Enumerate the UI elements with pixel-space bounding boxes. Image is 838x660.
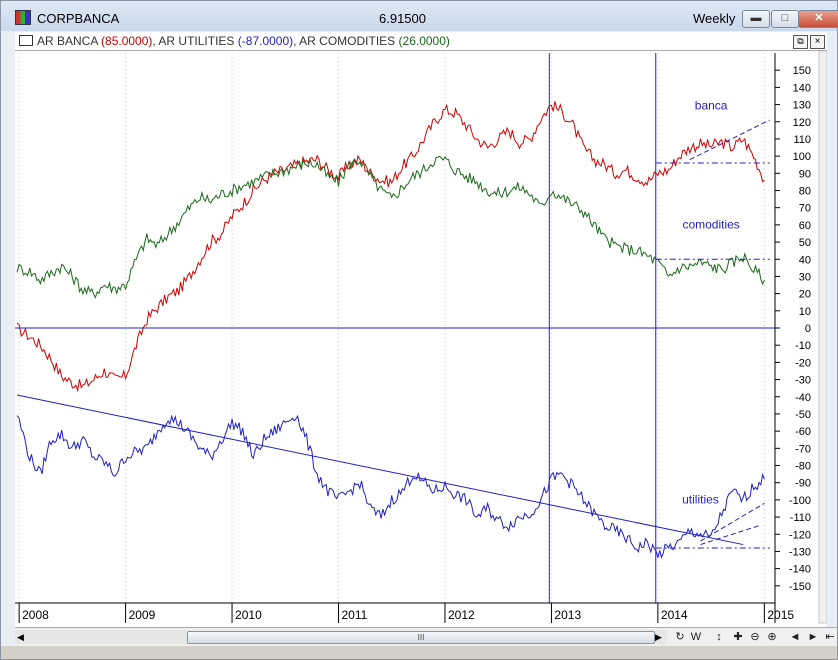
y-tick-label: 120	[793, 117, 811, 129]
legend-item-comodities[interactable]: AR COMODITIES (26.0000)	[299, 34, 450, 48]
bottom-toolbar: ◀ III ▶ ↻ W ↕ ✚ ⊖ ⊕ ◄ ► ⇤	[15, 627, 837, 646]
right-margin-strip	[818, 51, 827, 624]
y-tick-label: 0	[805, 323, 811, 335]
move-icon[interactable]: ✚	[733, 631, 743, 643]
y-tick-label: 70	[799, 203, 811, 215]
x-tick-label: 2012	[448, 608, 475, 622]
y-tick-label: 130	[793, 100, 811, 112]
y-tick-label: 40	[799, 254, 811, 266]
x-tick-label: 2008	[22, 608, 49, 622]
y-tick-label: -100	[789, 495, 811, 507]
y-tick-label: -60	[795, 426, 811, 438]
annotation-banca: banca	[695, 99, 728, 113]
x-tick-label: 2009	[129, 608, 156, 622]
x-tick-label: 2015	[767, 608, 794, 622]
trendline	[700, 525, 760, 546]
y-tick-label: 90	[799, 168, 811, 180]
maximize-icon: □	[781, 12, 789, 24]
scroll-left-icon[interactable]: ◀	[17, 632, 24, 642]
legend-comodities-name: AR COMODITIES	[299, 34, 396, 48]
series-legend: AR BANCA (85.0000), AR UTILITIES (-87.00…	[15, 32, 827, 51]
refresh-icon[interactable]: ↻	[675, 631, 685, 643]
chart-app-icon	[15, 10, 31, 25]
close-icon: ✕	[814, 12, 824, 24]
next-icon[interactable]: ►	[807, 631, 819, 643]
pane-restore-button[interactable]: ⧉	[793, 35, 808, 49]
legend-banca-name: AR BANCA	[37, 34, 98, 48]
y-tick-label: 50	[799, 237, 811, 249]
zoom-out-icon[interactable]: ⊖	[750, 631, 760, 643]
w-icon[interactable]: W	[690, 631, 702, 643]
legend-utilities-value: (-87.0000)	[237, 34, 294, 48]
horizontal-scrollbar[interactable]: ◀ III ▶	[15, 630, 667, 644]
x-tick-label: 2014	[661, 608, 688, 622]
last-price: 6.91500	[379, 11, 426, 26]
trendline	[16, 394, 744, 546]
annotation-comodities: comodities	[682, 217, 739, 231]
pane-close-button[interactable]: ×	[810, 35, 825, 49]
y-tick-label: 20	[799, 289, 811, 301]
y-tick-label: 150	[793, 65, 811, 77]
series-line-ar-banca	[16, 101, 765, 393]
prev-icon[interactable]: ◄	[789, 631, 801, 643]
legend-utilities-name: AR UTILITIES	[158, 34, 235, 48]
x-tick-label: 2010	[235, 608, 262, 622]
legend-sep: ,	[152, 34, 159, 48]
minimize-icon: ▬	[750, 12, 762, 24]
series-line-ar-utilities	[16, 414, 765, 559]
y-tick-label: 110	[793, 134, 811, 146]
y-tick-label: 10	[799, 306, 811, 318]
legend-comodities-value: (26.0000)	[398, 34, 450, 48]
maximize-button[interactable]: □	[771, 10, 799, 28]
y-tick-label: -110	[790, 512, 811, 524]
y-tick-label: -20	[795, 357, 811, 369]
y-tick-label: 80	[799, 186, 811, 198]
annotation-utilities: utilities	[682, 492, 719, 506]
trendline	[700, 502, 765, 542]
y-tick-label: -90	[795, 478, 811, 490]
y-tick-label: -30	[795, 375, 811, 387]
close-button[interactable]: ✕	[798, 10, 838, 28]
zoom-in-icon[interactable]: ⊕	[767, 631, 777, 643]
y-tick-label: -120	[789, 529, 811, 541]
window-bottom-edge	[1, 646, 837, 659]
legend-item-banca[interactable]: AR BANCA (85.0000)	[37, 34, 152, 48]
trendline	[689, 119, 770, 161]
move-vertical-icon[interactable]: ↕	[716, 631, 722, 643]
y-tick-label: -40	[795, 392, 811, 404]
y-tick-label: 140	[793, 82, 811, 94]
scroll-thumb[interactable]: III	[187, 631, 655, 644]
y-tick-label: -10	[795, 340, 811, 352]
y-tick-label: 100	[793, 151, 811, 163]
x-tick-label: 2013	[554, 608, 581, 622]
y-tick-label: 60	[799, 220, 811, 232]
plot-background	[15, 51, 827, 627]
y-tick-label: -50	[795, 409, 811, 421]
scroll-right-icon[interactable]: ▶	[655, 632, 662, 642]
y-tick-label: -70	[795, 443, 811, 455]
legend-item-utilities[interactable]: AR UTILITIES (-87.0000)	[158, 34, 293, 48]
legend-banca-value: (85.0000)	[101, 34, 153, 48]
period-label[interactable]: Weekly	[693, 11, 736, 26]
first-icon[interactable]: ⇤	[825, 631, 835, 643]
legend-box-icon	[19, 35, 33, 46]
legend-sep: ,	[293, 34, 300, 48]
y-tick-label: -130	[789, 546, 811, 558]
y-tick-label: -80	[795, 461, 811, 473]
y-tick-label: 30	[799, 271, 811, 283]
title-bar[interactable]: CORPBANCA 6.91500 Weekly ▬ □ ✕	[1, 1, 838, 31]
window-title: CORPBANCA	[37, 11, 120, 26]
y-tick-label: -140	[789, 564, 811, 576]
series-line-ar-comodities	[16, 155, 765, 299]
y-tick-label: -150	[789, 581, 811, 593]
x-tick-label: 2011	[342, 608, 368, 622]
minimize-button[interactable]: ▬	[742, 10, 770, 28]
line-chart[interactable]: 1501401301201101009080706050403020100-10…	[15, 51, 827, 627]
